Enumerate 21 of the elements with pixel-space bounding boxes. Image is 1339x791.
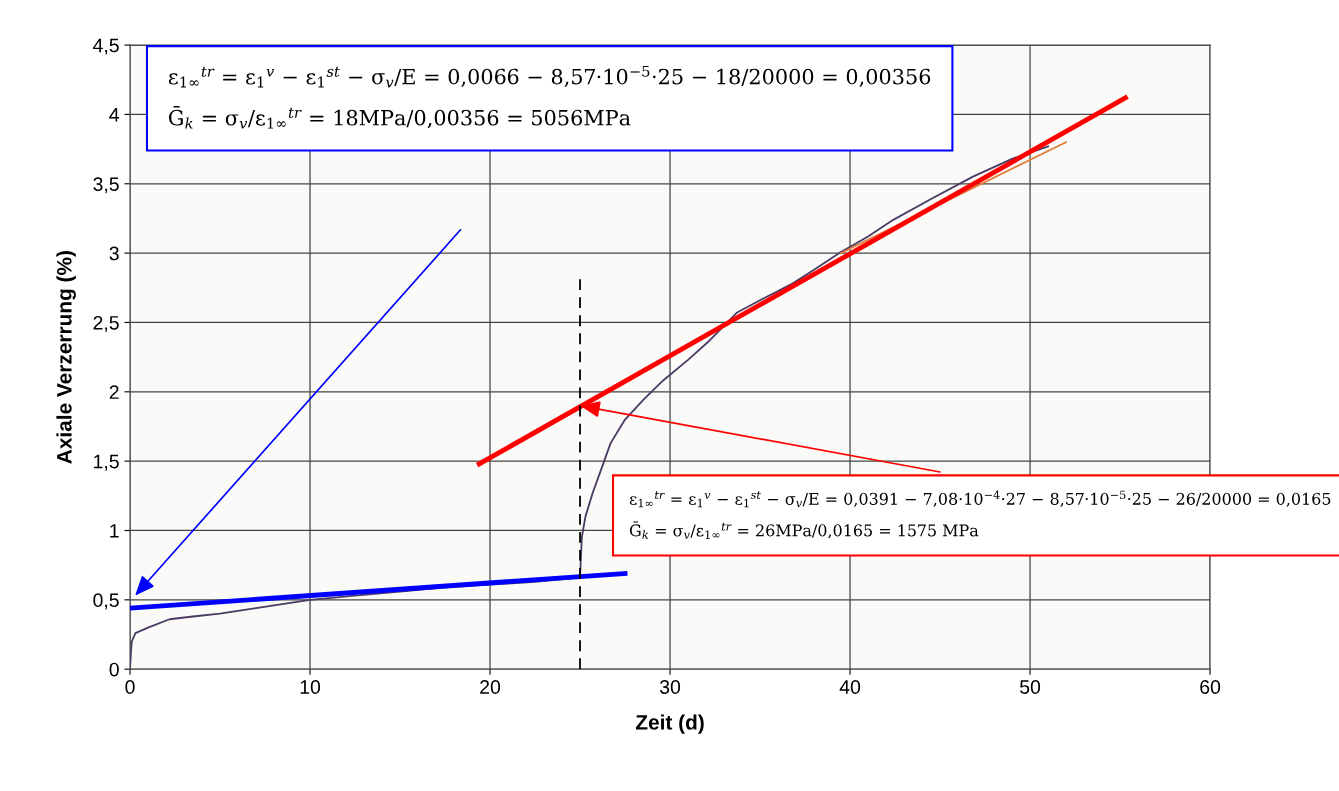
y-tick-label: 1,5 [94, 454, 119, 471]
y-tick-label: 4 [109, 108, 120, 122]
y-tick-label: 2,5 [93, 315, 119, 332]
text: ε$_{1∞}$$^{tr}$ = ε$_{1}$$^{v}$ − ε$_{1}$$^{st}$ − σ$_{v}$/E = 0,0066 − 8,57·10$^{−5}$·25 − 18/20000 = 0,00356 Ḡ$_{k}$ = σ$_{v}$/ε$_{1∞}$$^{tr}$ = 18MPa/0,00356 = 5056MPa [168, 65, 931, 129]
x-tick-label: 50 [1020, 680, 1041, 694]
y-tick-label: 2 [109, 385, 119, 399]
x-tick-label: 30 [659, 680, 681, 694]
y-tick-label: 3,5 [93, 177, 119, 194]
x-tick-label: 20 [480, 680, 501, 694]
y-tick-label: 4,5 [93, 38, 119, 55]
y-tick-label: 3 [109, 246, 119, 261]
y-tick-label: 0,5 [93, 593, 119, 610]
x-tick-label: 60 [1200, 680, 1221, 694]
y-tick-label: 0 [109, 662, 119, 677]
x-tick-label: 10 [300, 680, 321, 694]
y-tick-label: 1 [110, 524, 119, 538]
x-axis-title: Zeit (d) [635, 714, 704, 734]
x-tick-label: 0 [125, 680, 135, 694]
text: ε$_{1∞}$$^{tr}$ = ε$_{1}$$^{v}$ − ε$_{1}$$^{st}$ − σ$_{v}$/E = 0,0391 − 7,08·10$^{−4}$·27 − 8,57·10$^{−5}$·25 − 26/20000 = 0,0165 Ḡ$_{k}$ = σ$_{v}$/ε$_{1∞}$$^{tr}$ = 26MPa/0,0165 = 1575 MPa [629, 490, 1331, 539]
y-axis-title: Axiale Verzerrung (%) [56, 251, 76, 464]
x-tick-label: 40 [839, 680, 861, 694]
